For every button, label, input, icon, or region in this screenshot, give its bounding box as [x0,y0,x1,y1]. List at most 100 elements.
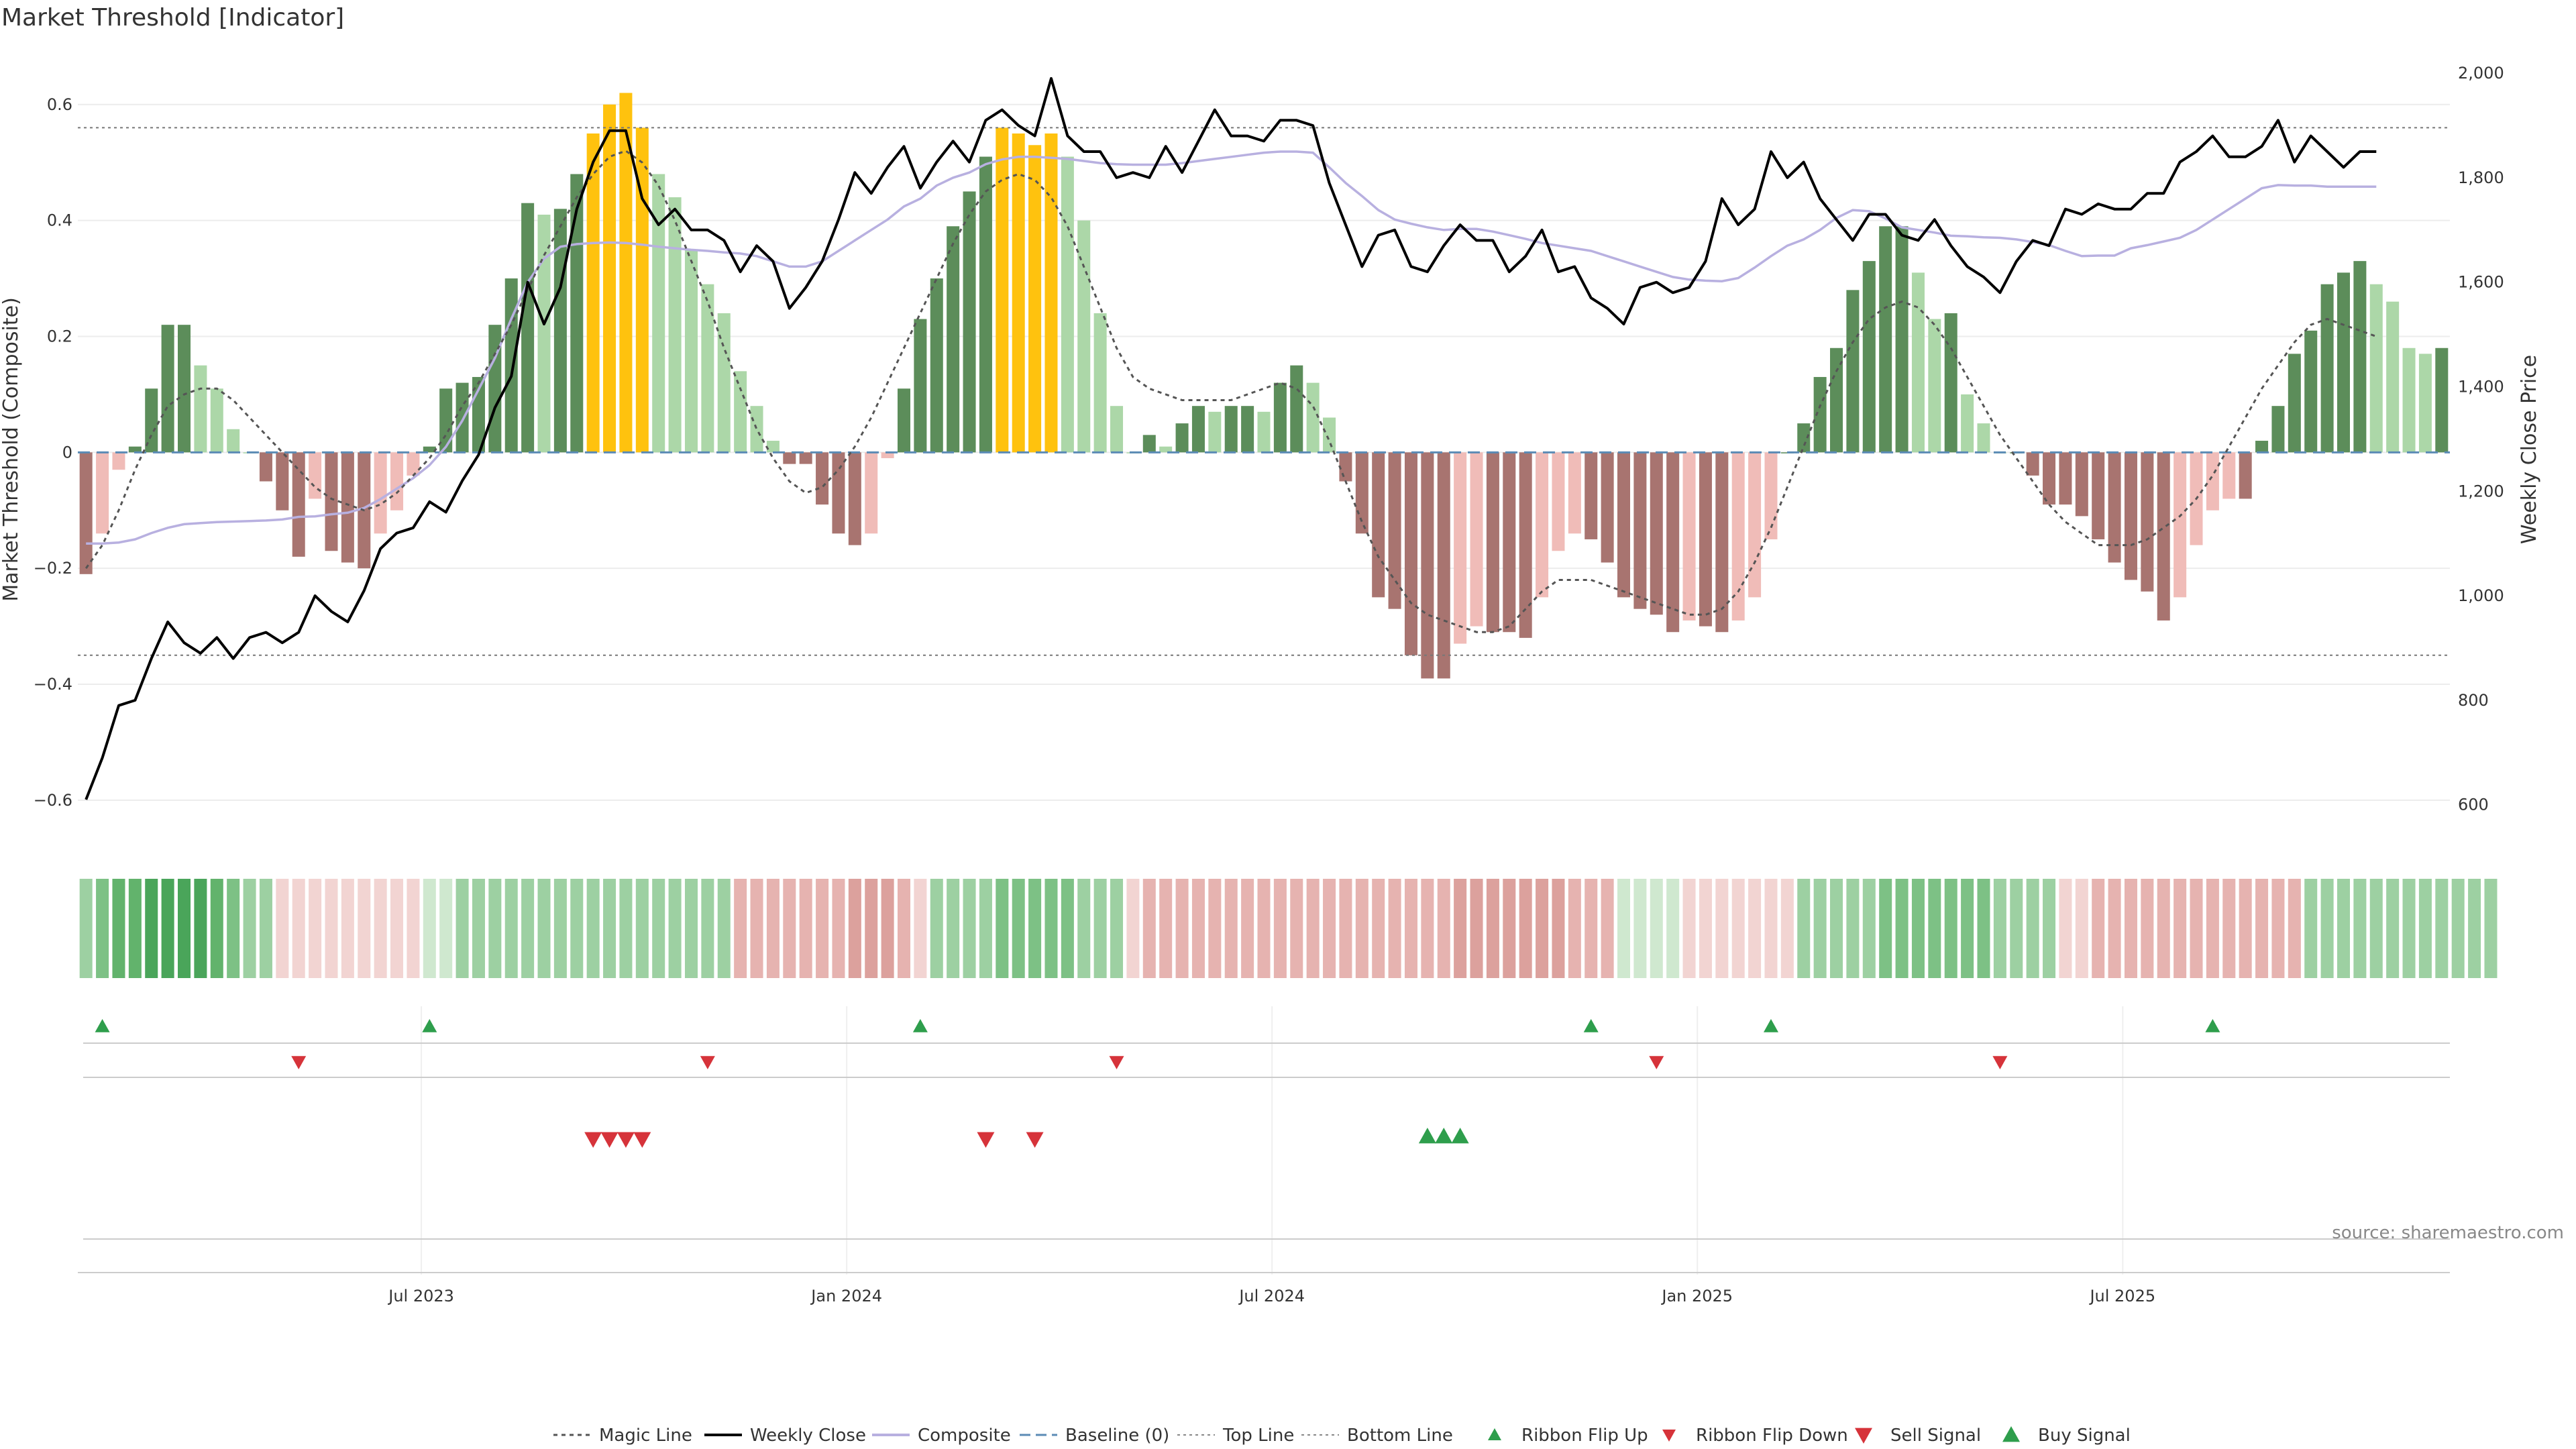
composite-bar [1110,406,1124,453]
composite-bar [2075,452,2088,517]
composite-bar [79,452,93,574]
sell-signal-marker [1026,1132,1044,1148]
y2-axis-title: Weekly Close Price [2518,355,2541,544]
ribbon-flip-down-marker [700,1056,715,1069]
ribbon-cell [79,879,93,978]
ribbon-cell [1077,879,1091,978]
composite-bar [1454,452,1467,644]
ribbon-cell [1110,879,1124,978]
legend-label: Ribbon Flip Down [1696,1426,1848,1446]
ribbon-cell [979,879,992,978]
ribbon-cell [2174,879,2187,978]
ribbon-cell [1191,879,1205,978]
y2-axis: 600 800 1,000 1,200 1,400 1,600 1,800 2,000 [2458,64,2504,814]
composite-bar [766,441,780,453]
composite-bar [1290,365,1303,453]
composite-bar [1306,382,1320,453]
ribbon-cell [963,879,976,978]
composite-bar [112,452,125,470]
composite-bar [668,197,682,453]
ribbon-cell [1273,879,1287,978]
composite-bar [259,452,272,482]
ribbon-cell [504,879,518,978]
composite-bar [2059,452,2072,505]
ribbon-cell [1928,879,1941,978]
legend-label: Composite [918,1426,1011,1446]
composite-bar [2386,301,2400,453]
composite-bar [1911,272,1925,453]
legend-item: Composite [872,1426,1011,1446]
ribbon-cell [816,879,829,978]
composite-bar [227,429,240,453]
ribbon-cell [1323,879,1336,978]
composite-bar [325,452,338,551]
ribbon-cell [161,879,174,978]
composite-bar [1715,452,1729,633]
composite-bar [652,174,665,453]
ribbon-cell [407,879,420,978]
composite-bar [1028,145,1042,453]
ribbon-cell [799,879,812,978]
ribbon-cell [537,879,551,978]
ribbon-cell [734,879,747,978]
y-tick-label: 0.6 [47,95,72,114]
legend-swatch [2002,1426,2020,1442]
composite-bar [2255,441,2269,453]
legend-label: Buy Signal [2038,1426,2131,1446]
ribbon-cell [2255,879,2269,978]
sell-signal-marker [633,1132,651,1148]
ribbon-cell [325,879,338,978]
buy-signal-marker [1435,1128,1453,1144]
ribbon-cell [276,879,289,978]
composite-bar [684,249,698,453]
ribbon-cell [2304,879,2318,978]
composite-bar [2239,452,2252,499]
composite-bar [1437,452,1450,679]
composite-bar [2320,284,2334,453]
composite-bar [145,388,158,453]
ribbon-cell [1650,879,1663,978]
composite-bar [914,319,927,453]
ribbon-cell [259,879,272,978]
legend-swatch [1662,1430,1676,1442]
composite-bar [2271,406,2285,453]
ribbon-cell [194,879,207,978]
composite-bar [1044,133,1058,453]
ribbon-cell [128,879,142,978]
ribbon-flip-up-marker [1583,1019,1599,1032]
ribbon-cell [2059,879,2072,978]
composite-bar [96,452,109,534]
composite-bar [2108,452,2121,563]
composite-bar [1601,452,1614,563]
composite-bar [1388,452,1401,609]
x-tick-label: Jul 2024 [1238,1287,1305,1305]
ribbon-cell [2157,879,2170,978]
y2-tick-label: 800 [2458,691,2489,710]
ribbon-cell [145,879,158,978]
line-series [78,76,2450,800]
composite-bar [930,278,943,453]
ribbon-cell [341,879,354,978]
ribbon-cell [1879,879,1892,978]
ribbon-cell [2043,879,2056,978]
ribbon-cell [2418,879,2432,978]
y-tick-label: −0.4 [34,675,72,694]
ribbon-cell [1454,879,1467,978]
composite-bar [1928,319,1941,453]
ribbon-cell [1421,879,1434,978]
composite-bar [1813,376,1827,453]
composite-bar [194,365,207,453]
ribbon-cell [1617,879,1631,978]
composite-bar [1191,406,1205,453]
ribbon-cell [1012,879,1025,978]
composite-bar [1323,417,1336,453]
legend-label: Ribbon Flip Up [1521,1426,1648,1446]
ribbon-cell [1486,879,1499,978]
composite-bar [1208,411,1222,453]
sell-signal-marker [600,1132,619,1148]
composite-bars [79,93,2449,679]
composite-bar [276,452,289,511]
ribbon-cell [2190,879,2203,978]
ribbon-cell [1061,879,1074,978]
